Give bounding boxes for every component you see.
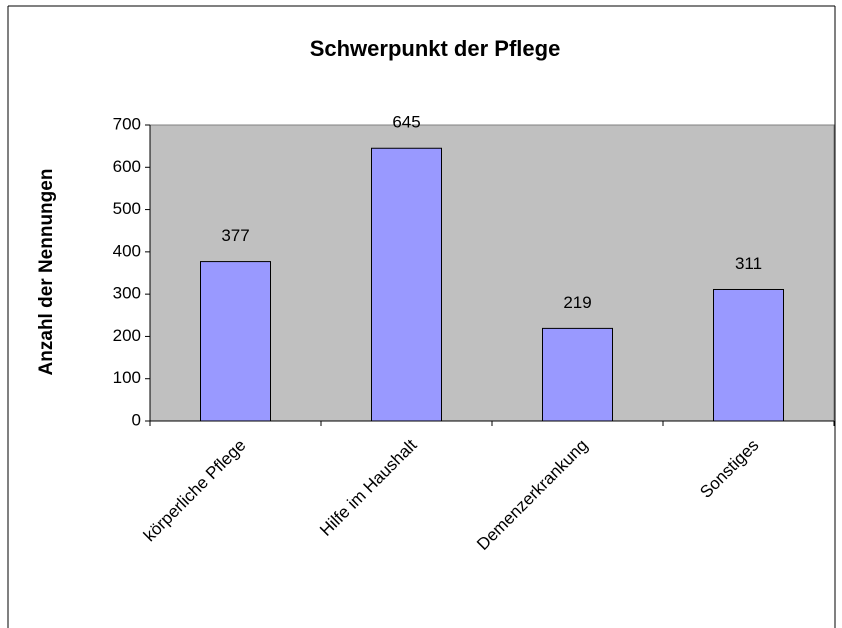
- y-tick-label: 600: [113, 157, 141, 176]
- data-label: 311: [735, 254, 762, 273]
- bar: [200, 261, 271, 422]
- bar: [371, 147, 442, 422]
- y-tick-label: 200: [113, 326, 141, 345]
- chart-title: Schwerpunkt der Pflege: [310, 36, 561, 61]
- x-tick-label: Hilfe im Haushalt: [316, 435, 420, 539]
- y-tick-label: 400: [113, 241, 141, 260]
- data-label: 645: [392, 113, 420, 132]
- y-tick-label: 100: [113, 368, 141, 387]
- y-tick-label: 700: [113, 114, 141, 133]
- data-label: 219: [563, 293, 591, 312]
- y-tick-label: 300: [113, 284, 141, 303]
- bar: [713, 288, 784, 422]
- x-tick-label: körperliche Pflege: [140, 436, 250, 546]
- y-axis-label: Anzahl der Nennungen: [36, 169, 57, 376]
- x-tick-label: Sonstiges: [696, 436, 762, 502]
- data-label: 377: [221, 226, 249, 245]
- x-tick-label: Demenzerkrankung: [473, 436, 591, 554]
- y-tick-label: 0: [132, 410, 141, 429]
- y-tick-label: 500: [113, 199, 141, 218]
- bar: [542, 327, 613, 422]
